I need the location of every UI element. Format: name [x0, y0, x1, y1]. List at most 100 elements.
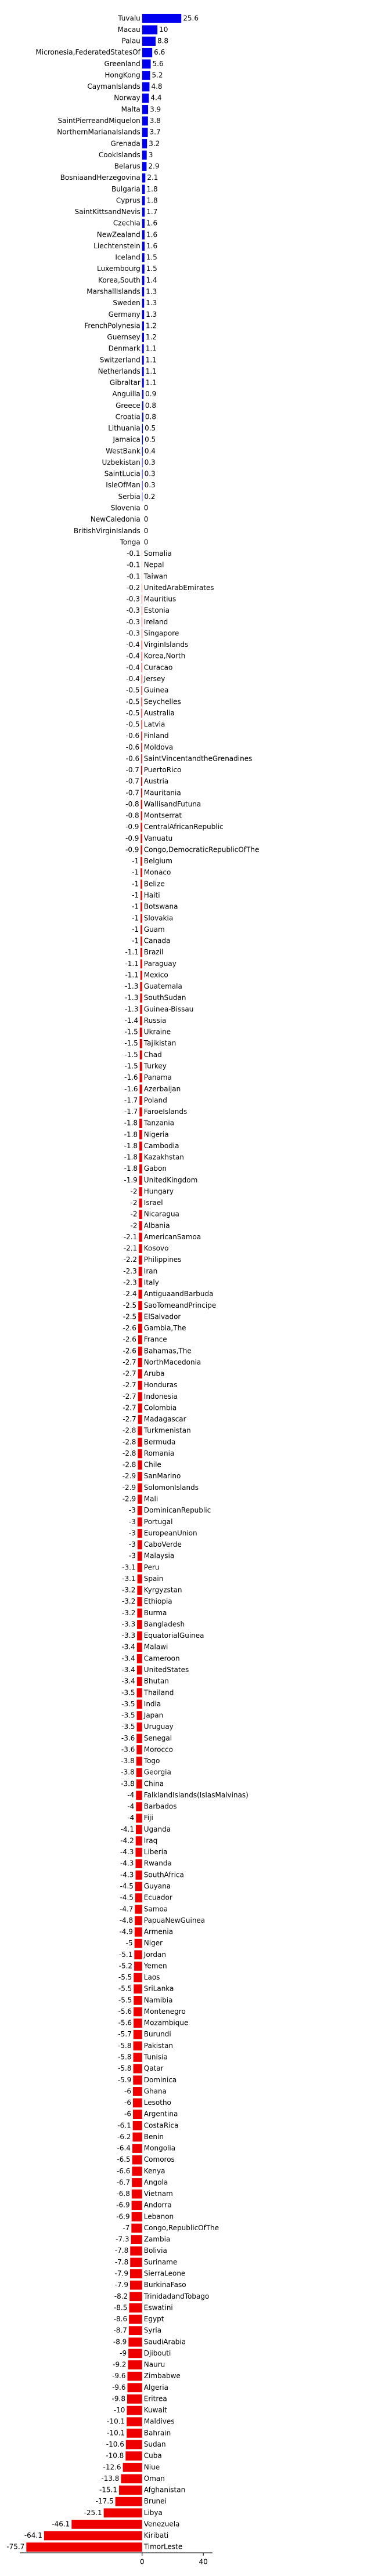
category-label: CookIslands: [99, 151, 141, 159]
bar: [139, 1164, 142, 1174]
bar: [136, 1688, 142, 1698]
bar: [44, 2531, 142, 2541]
value-label: -3.5: [121, 1700, 135, 1708]
bar: [141, 880, 142, 889]
value-label: -1: [132, 914, 139, 922]
bar: [138, 1460, 142, 1470]
bar: [132, 2178, 142, 2187]
bar: [131, 2201, 142, 2210]
bar: [138, 1301, 142, 1311]
value-label: -0.2: [127, 584, 140, 592]
value-label: -2.6: [123, 1347, 136, 1355]
category-label: Dominica: [144, 2076, 177, 2084]
category-label: Panama: [144, 1073, 172, 1081]
value-label: -5.9: [118, 2076, 131, 2084]
bar: [139, 1096, 142, 1105]
bar: [141, 856, 142, 866]
category-label: Ecuador: [144, 1894, 172, 1902]
bar: [138, 1346, 142, 1356]
category-label: Austria: [144, 777, 168, 786]
category-label: SaintVincentandtheGrenadines: [144, 754, 253, 762]
value-label: -3.3: [122, 1631, 135, 1640]
value-label: 1.8: [147, 196, 158, 204]
value-label: -1: [132, 857, 139, 865]
value-label: -2: [131, 1187, 138, 1195]
bar: [136, 1802, 142, 1811]
category-label: Hungary: [144, 1187, 174, 1195]
value-label: -0.7: [126, 788, 139, 797]
value-label: -5.5: [118, 1996, 132, 2004]
bar: [26, 2542, 142, 2552]
category-label: CaymanIslands: [87, 82, 140, 91]
category-label: Romania: [144, 1449, 174, 1457]
category-label: Liberia: [144, 1848, 168, 1856]
value-label: -2.8: [123, 1427, 136, 1435]
value-label: -3.6: [121, 1734, 135, 1742]
value-label: -4.3: [120, 1848, 134, 1856]
value-label: -6: [124, 2087, 131, 2095]
value-label: -0.6: [126, 754, 139, 762]
category-label: Namibia: [144, 1996, 173, 2004]
value-label: 1.1: [146, 345, 157, 353]
category-label: Philippines: [144, 1256, 182, 1264]
bar: [139, 1073, 142, 1083]
category-label: Micronesia,FederatedStatesOf: [35, 48, 141, 56]
value-label: 1.3: [146, 287, 157, 295]
category-label: Cambodia: [144, 1142, 179, 1150]
bar: [142, 446, 143, 456]
bar: [136, 1722, 142, 1732]
category-label: Netherlands: [98, 367, 141, 375]
category-label: Estonia: [144, 606, 170, 614]
category-label: Ghana: [144, 2087, 167, 2095]
value-label: 1.1: [146, 379, 157, 387]
value-label: -0.4: [126, 663, 139, 671]
category-label: SouthSudan: [144, 994, 186, 1002]
value-label: -8.2: [114, 2292, 128, 2300]
value-label: -9.6: [112, 2383, 125, 2392]
value-label: 1.2: [146, 333, 157, 341]
category-label: Uruguay: [144, 1723, 174, 1731]
bar: [135, 1847, 142, 1857]
category-label: Portugal: [144, 1518, 173, 1526]
bar: [142, 424, 143, 433]
value-label: 10: [159, 26, 168, 34]
bar: [141, 936, 142, 946]
bar: [141, 777, 142, 787]
category-label: Pakistan: [144, 2042, 173, 2050]
value-label: -3.1: [122, 1563, 135, 1571]
bar: [141, 822, 142, 832]
category-label: Rwanda: [144, 1859, 172, 1868]
category-label: Afghanistan: [144, 2486, 185, 2494]
value-label: -2: [131, 1221, 138, 1229]
category-label: EuropeanUnion: [144, 1529, 197, 1537]
value-label: -1: [132, 925, 139, 934]
category-label: SouthAfrica: [144, 1871, 184, 1879]
value-label: -7.9: [115, 2281, 128, 2289]
bar: [142, 128, 148, 137]
bar: [128, 2360, 142, 2369]
bar: [142, 298, 145, 308]
value-label: -3.2: [122, 1586, 135, 1594]
category-label: India: [144, 1700, 161, 1708]
value-label: -3.6: [121, 1745, 135, 1753]
bar: [130, 2257, 142, 2267]
bar: [135, 1882, 142, 1891]
value-label: -17.5: [96, 2497, 114, 2505]
category-label: Japan: [143, 1712, 163, 1720]
value-label: -6.2: [117, 2133, 131, 2141]
category-label: Vanuatu: [144, 834, 173, 842]
value-label: -0.1: [127, 561, 140, 569]
value-label: -2.7: [123, 1392, 136, 1401]
value-label: -8.7: [113, 2327, 127, 2335]
value-label: 1.6: [146, 242, 157, 250]
bar: [141, 868, 142, 878]
bar: [137, 1586, 142, 1595]
bar: [128, 2349, 142, 2358]
value-label: -4.7: [120, 1905, 133, 1913]
category-label: Malta: [121, 105, 141, 113]
value-label: -1.3: [125, 982, 138, 990]
value-label: -5.2: [119, 1962, 132, 1970]
bar: [142, 116, 148, 126]
category-label: Maldives: [144, 2418, 175, 2426]
bar: [142, 435, 143, 445]
